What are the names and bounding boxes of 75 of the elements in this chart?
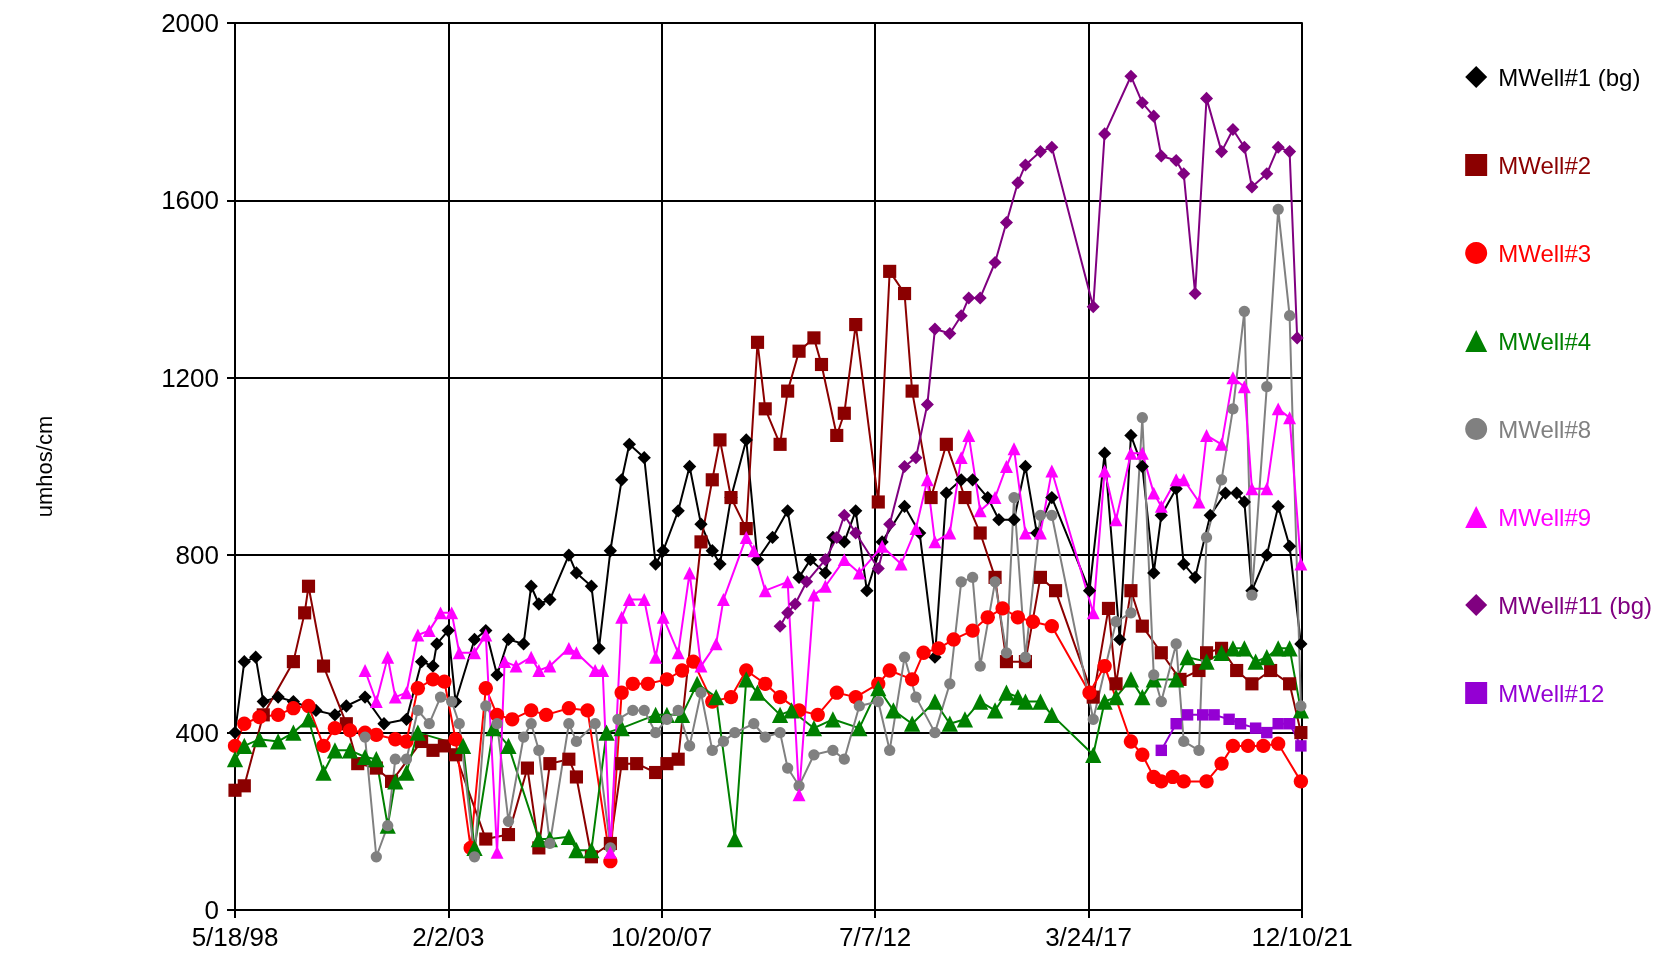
point bbox=[830, 530, 844, 544]
point bbox=[1135, 96, 1149, 110]
point bbox=[883, 517, 897, 531]
point bbox=[849, 526, 863, 540]
point bbox=[1271, 140, 1285, 154]
y-tick-label: 0 bbox=[204, 895, 219, 925]
point bbox=[837, 508, 851, 522]
legend-label: MWell#4 bbox=[1498, 327, 1592, 355]
point bbox=[781, 606, 795, 620]
point bbox=[1181, 709, 1194, 721]
point bbox=[898, 459, 912, 474]
x-tick-label: 2/2/03 bbox=[412, 922, 485, 952]
point bbox=[1045, 140, 1059, 154]
point bbox=[1234, 718, 1247, 730]
point bbox=[788, 597, 802, 611]
point bbox=[1290, 331, 1304, 345]
y-tick-label: 800 bbox=[175, 540, 219, 571]
point bbox=[1169, 153, 1183, 168]
point bbox=[973, 291, 987, 305]
y-tick-label: 1200 bbox=[161, 362, 219, 393]
x-tick-label: 12/10/21 bbox=[1251, 922, 1353, 952]
x-tick-label: 10/20/07 bbox=[611, 922, 713, 952]
y-tick-label: 400 bbox=[175, 717, 219, 748]
point bbox=[999, 216, 1013, 230]
point bbox=[1245, 180, 1259, 194]
point bbox=[1208, 709, 1220, 721]
x-tick-label: 3/24/17 bbox=[1045, 922, 1132, 952]
point bbox=[1177, 167, 1191, 181]
point bbox=[1155, 744, 1168, 757]
point bbox=[962, 291, 976, 305]
point bbox=[773, 619, 787, 633]
point bbox=[1188, 287, 1202, 301]
point bbox=[1154, 149, 1168, 163]
legend-label: MWell#2 bbox=[1498, 151, 1592, 179]
point bbox=[1283, 718, 1296, 730]
point bbox=[909, 451, 923, 465]
point bbox=[1283, 145, 1297, 159]
point bbox=[1196, 709, 1209, 721]
point bbox=[1226, 122, 1240, 136]
y-tick-label: 1600 bbox=[161, 185, 219, 216]
point bbox=[1261, 726, 1273, 739]
legend-label: MWell#9 bbox=[1498, 503, 1592, 531]
point bbox=[1098, 127, 1112, 141]
point bbox=[1018, 158, 1032, 172]
y-axis-title: umhos/cm bbox=[31, 415, 57, 518]
point bbox=[1249, 722, 1262, 734]
legend-label: MWell#1 (bg) bbox=[1498, 63, 1641, 91]
x-tick-label: 5/18/98 bbox=[191, 922, 279, 952]
point bbox=[1086, 300, 1100, 314]
legend-label: MWell#12 bbox=[1498, 679, 1605, 707]
point bbox=[800, 575, 814, 589]
point bbox=[1223, 713, 1235, 725]
point bbox=[1170, 718, 1182, 730]
legend-label: MWell#8 bbox=[1498, 415, 1592, 443]
point bbox=[954, 309, 968, 323]
point bbox=[920, 397, 934, 411]
point bbox=[928, 322, 942, 336]
legend-label: MWell#3 bbox=[1498, 239, 1592, 267]
point bbox=[1011, 176, 1025, 190]
y-tick-label: 2000 bbox=[161, 8, 219, 38]
point bbox=[818, 553, 832, 567]
point bbox=[1124, 69, 1138, 83]
point bbox=[1237, 140, 1251, 154]
point bbox=[1215, 145, 1229, 159]
legend-label: MWell#11 (bg) bbox=[1498, 591, 1653, 619]
point bbox=[1200, 91, 1214, 105]
point bbox=[871, 561, 885, 576]
point bbox=[1272, 718, 1284, 730]
point bbox=[1147, 109, 1161, 123]
x-tick-label: 7/7/12 bbox=[839, 922, 912, 952]
point bbox=[988, 255, 1002, 270]
point bbox=[1260, 167, 1274, 181]
point bbox=[1295, 740, 1307, 752]
point bbox=[943, 326, 957, 340]
point bbox=[1033, 145, 1047, 159]
